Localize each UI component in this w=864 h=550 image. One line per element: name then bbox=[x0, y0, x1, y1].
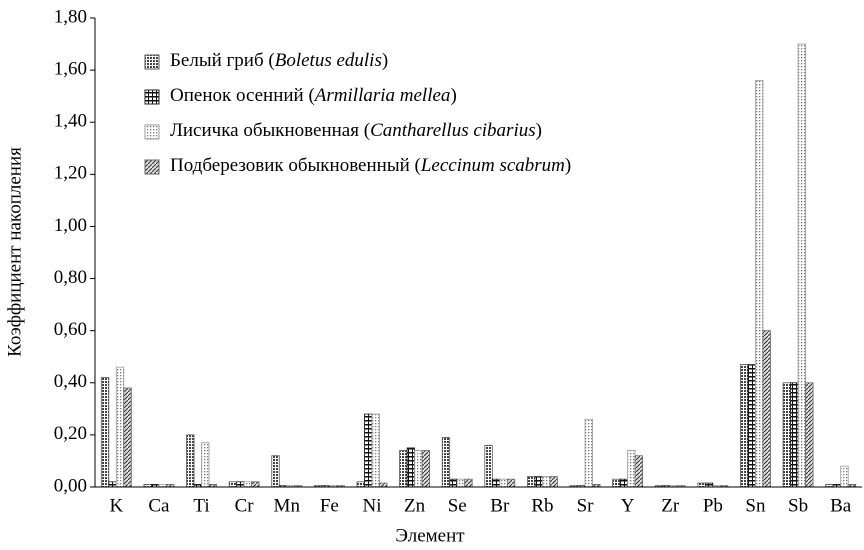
bar bbox=[201, 442, 210, 488]
x-tick-label: Ba bbox=[830, 495, 852, 516]
bar bbox=[251, 481, 260, 488]
x-tick-label: Zn bbox=[404, 495, 426, 516]
x-tick-label: Sb bbox=[788, 495, 808, 516]
bar bbox=[421, 450, 430, 488]
bar bbox=[584, 418, 593, 488]
x-tick-label: Zr bbox=[661, 495, 680, 516]
x-tick-label: K bbox=[109, 495, 123, 516]
y-axis-label: Коэффициент накопления bbox=[4, 147, 25, 357]
bar bbox=[762, 330, 771, 488]
x-tick-label: Y bbox=[621, 495, 635, 516]
bar bbox=[228, 481, 238, 488]
legend-label: Опенок осенний (Armillaria mellea) bbox=[170, 85, 457, 106]
bar bbox=[186, 434, 195, 488]
x-tick-label: Sr bbox=[577, 495, 595, 516]
bar bbox=[499, 478, 508, 488]
legend-swatch bbox=[144, 124, 160, 140]
bar bbox=[634, 455, 644, 488]
x-tick-label: Cr bbox=[235, 495, 255, 516]
bar bbox=[271, 455, 280, 488]
y-tick-label: 1,00 bbox=[54, 215, 87, 236]
bar bbox=[100, 377, 110, 488]
x-tick-label: Ni bbox=[362, 495, 381, 516]
legend-swatch bbox=[144, 89, 160, 105]
legend-label: Лисичка обыкновенная (Cantharellus cibar… bbox=[170, 120, 542, 141]
x-tick-label: Ti bbox=[193, 495, 209, 516]
y-tick-label: 1,60 bbox=[54, 58, 87, 79]
x-tick-label: Sn bbox=[745, 495, 766, 516]
bar bbox=[619, 478, 629, 488]
x-tick-label: Pb bbox=[703, 495, 723, 516]
bar bbox=[236, 481, 245, 488]
legend-label: Подберезовик обыкновенный (Leccinum scab… bbox=[170, 155, 571, 176]
bar bbox=[491, 478, 501, 488]
bar bbox=[740, 364, 749, 488]
bar bbox=[534, 476, 543, 488]
bar bbox=[484, 444, 493, 488]
bar bbox=[697, 482, 706, 488]
bar bbox=[379, 482, 388, 488]
y-tick-label: 1,20 bbox=[54, 163, 87, 184]
bar bbox=[506, 478, 516, 488]
bar bbox=[747, 364, 756, 488]
bar bbox=[755, 80, 764, 488]
y-tick-label: 0,20 bbox=[54, 423, 87, 444]
legend-swatch bbox=[144, 54, 160, 70]
bar bbox=[840, 465, 849, 488]
legend-swatch bbox=[144, 159, 160, 175]
bar bbox=[371, 413, 380, 488]
y-tick-label: 0,40 bbox=[54, 371, 87, 392]
bar bbox=[704, 482, 714, 488]
bar bbox=[414, 450, 423, 488]
bar bbox=[441, 437, 451, 488]
bar bbox=[123, 387, 132, 488]
bar bbox=[782, 382, 791, 488]
x-tick-label: Se bbox=[448, 495, 467, 516]
x-axis-label: Элемент bbox=[395, 525, 465, 546]
bar bbox=[627, 450, 636, 488]
bar bbox=[456, 478, 466, 488]
bar bbox=[797, 43, 806, 488]
y-tick-label: 0,60 bbox=[54, 319, 87, 340]
bar bbox=[399, 450, 408, 488]
legend-label: Белый гриб (Boletus edulis) bbox=[170, 50, 388, 71]
bar bbox=[243, 481, 253, 488]
y-tick-label: 0,80 bbox=[54, 267, 87, 288]
y-tick-label: 1,40 bbox=[54, 111, 87, 132]
bar bbox=[356, 481, 365, 488]
y-tick-label: 1,80 bbox=[54, 6, 87, 27]
bar bbox=[805, 382, 814, 488]
x-tick-label: Fe bbox=[320, 495, 339, 516]
y-tick-label: 0,00 bbox=[54, 475, 87, 496]
x-tick-label: Ca bbox=[148, 495, 170, 516]
bar bbox=[549, 476, 558, 488]
bar bbox=[115, 366, 125, 488]
bar bbox=[790, 382, 799, 488]
x-tick-label: Br bbox=[490, 495, 510, 516]
bar bbox=[406, 447, 415, 488]
bar bbox=[449, 478, 458, 488]
bar bbox=[612, 478, 621, 488]
bar bbox=[527, 476, 536, 488]
x-tick-label: Rb bbox=[531, 495, 553, 516]
x-tick-label: Mn bbox=[274, 495, 301, 516]
bar bbox=[364, 413, 373, 488]
bar bbox=[108, 481, 117, 488]
bar bbox=[542, 476, 551, 488]
bar bbox=[464, 478, 473, 488]
